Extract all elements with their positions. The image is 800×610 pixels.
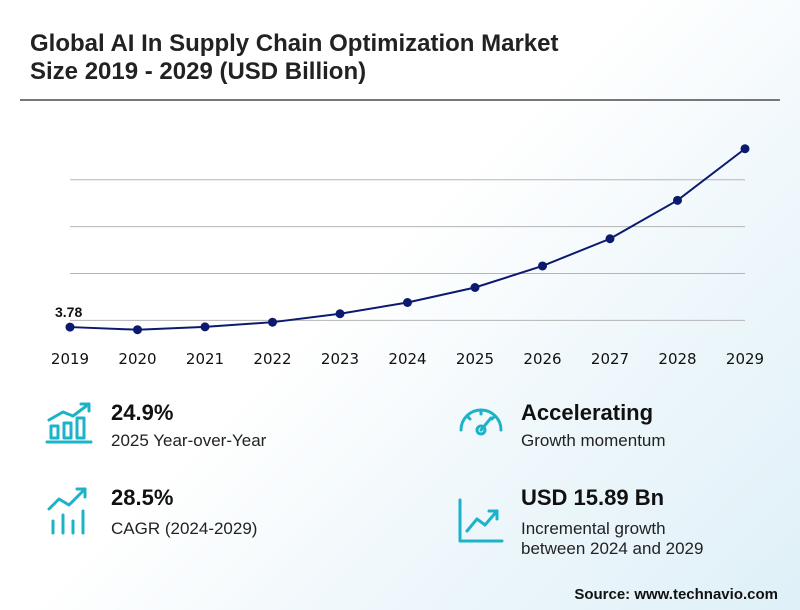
source-credit: Source: www.technavio.com [574, 586, 778, 603]
cagr-label: CAGR (2024-2029) [111, 519, 258, 538]
momentum-label: Growth momentum [521, 431, 666, 450]
data-point-2025 [470, 283, 480, 292]
x-tick-2027: 2027 [591, 350, 629, 368]
x-tick-2028: 2028 [658, 350, 696, 368]
incremental-value: USD 15.89 Bn [521, 485, 665, 510]
x-tick-2029: 2029 [726, 350, 764, 368]
data-labels: 3.78 [55, 304, 82, 320]
growth-chart-icon [47, 487, 87, 535]
data-point-2024 [403, 298, 412, 307]
cagr-value: 28.5% [111, 485, 174, 510]
title-line-2: Size 2019 - 2029 (USD Billion) [30, 58, 367, 85]
data-point-2023 [335, 309, 345, 319]
incremental-label-line-1: Incremental growth [521, 519, 666, 538]
data-point-2021 [200, 322, 210, 332]
data-point-2020 [133, 325, 142, 335]
trend-up-icon [458, 498, 504, 543]
data-points [65, 144, 750, 335]
x-tick-2025: 2025 [456, 350, 494, 368]
x-tick-2023: 2023 [321, 350, 359, 368]
yoy-value: 24.9% [111, 400, 174, 425]
yoy-label: 2025 Year-over-Year [111, 431, 267, 450]
x-axis-ticks: 2019 2020 2021 2022 2023 2024 2025 2026 2027 2028… [51, 350, 764, 368]
data-point-2029 [740, 144, 750, 154]
data-point-2022 [268, 317, 277, 327]
data-point-2027 [605, 234, 615, 244]
momentum-value: Accelerating [521, 400, 654, 425]
incremental-label-line-2: between 2024 and 2029 [521, 539, 704, 558]
bar-growth-icon [45, 402, 93, 444]
title-line-1: Global AI In Supply Chain Optimization M… [30, 30, 559, 57]
gauge-icon [459, 408, 503, 436]
data-point-2026 [538, 261, 547, 271]
chart-title: Global AI In Supply Chain Optimization M… [30, 30, 730, 86]
data-label-2019: 3.78 [55, 304, 82, 320]
line-chart: 3.78 2019 2020 2021 2022 2023 2024 2025 2026 202… [51, 144, 764, 368]
x-tick-2026: 2026 [523, 350, 561, 368]
x-tick-2021: 2021 [186, 350, 224, 368]
x-tick-2020: 2020 [118, 350, 156, 368]
data-point-2019 [65, 322, 75, 332]
x-tick-2022: 2022 [253, 350, 291, 368]
x-tick-2019: 2019 [51, 350, 89, 368]
title-divider [20, 99, 780, 101]
data-point-2028 [673, 195, 682, 205]
x-tick-2024: 2024 [388, 350, 426, 368]
gridlines [70, 179, 745, 321]
